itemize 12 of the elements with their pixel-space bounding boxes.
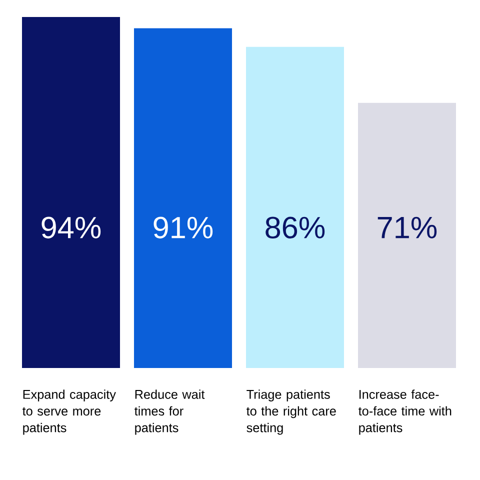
data-label: 94%: [42, 216, 101, 238]
x-tick-label: Triage patients to the right care setting: [246, 390, 336, 435]
bar: [22, 17, 120, 368]
bar: [134, 28, 232, 368]
x-tick-label: Increase face-to-face time with patients: [358, 390, 452, 435]
x-tick-label: Reduce wait times for patients: [134, 390, 205, 435]
bar: [246, 46, 344, 368]
x-tick-label: Expand capacity to serve more patients: [22, 390, 116, 435]
data-label: 91%: [154, 216, 213, 238]
data-label: 71%: [378, 216, 437, 238]
bar: [358, 102, 456, 368]
data-label: 86%: [266, 216, 325, 238]
